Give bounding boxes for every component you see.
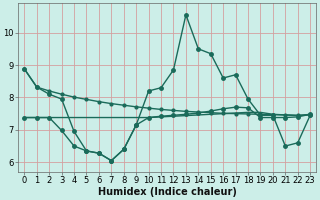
X-axis label: Humidex (Indice chaleur): Humidex (Indice chaleur): [98, 187, 237, 197]
